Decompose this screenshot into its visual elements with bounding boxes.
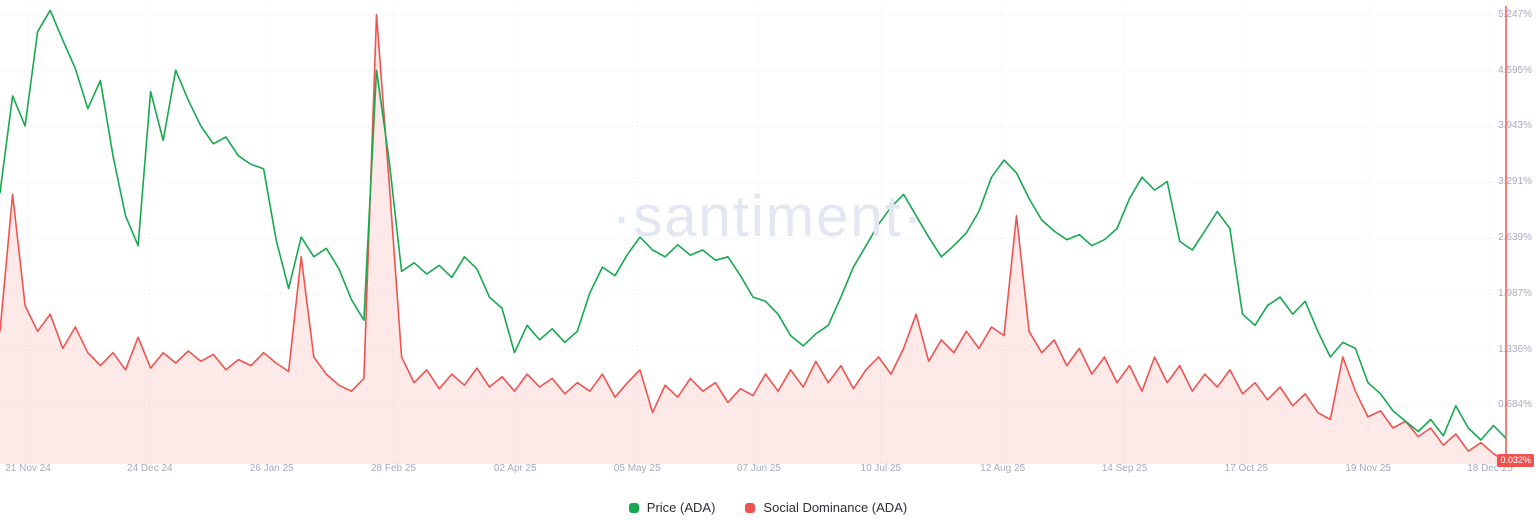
price-legend-swatch: [628, 502, 639, 513]
latest-value-badge: 0.032%: [1497, 454, 1534, 468]
price-line: [0, 9, 1507, 441]
social-dominance-legend-label: Social Dominance (ADA): [763, 500, 908, 515]
legend-item-social-dominance[interactable]: Social Dominance (ADA): [745, 500, 907, 515]
legend-item-price[interactable]: Price (ADA): [628, 500, 716, 515]
social-dominance-legend-swatch: [745, 502, 756, 513]
social-dominance-line: [0, 13, 1507, 463]
social-dominance-area: [0, 14, 1506, 464]
legend: Price (ADA) Social Dominance (ADA): [0, 500, 1536, 515]
price-legend-label: Price (ADA): [646, 500, 716, 515]
